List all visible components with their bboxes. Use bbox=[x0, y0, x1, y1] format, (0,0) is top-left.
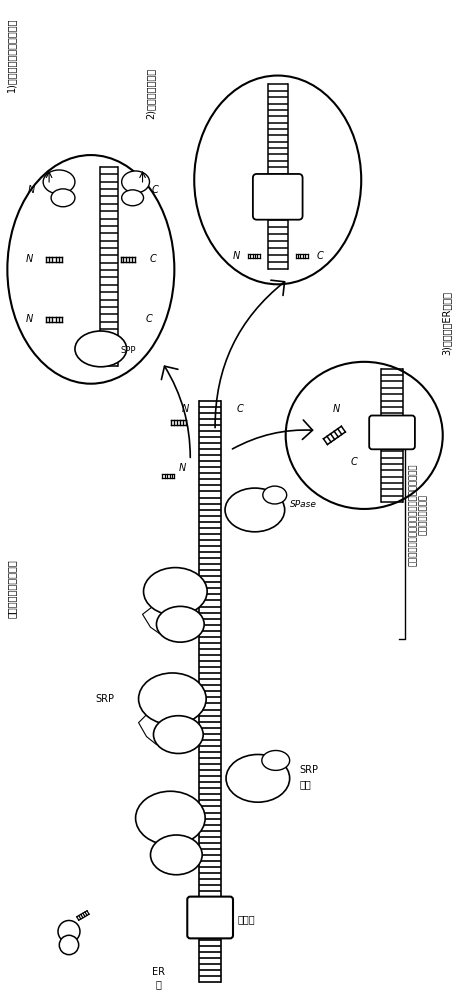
Text: 2)膜插入的信号肽: 2)膜插入的信号肽 bbox=[145, 68, 156, 119]
Text: C: C bbox=[149, 254, 156, 264]
Text: N: N bbox=[27, 185, 35, 195]
Ellipse shape bbox=[122, 190, 144, 206]
Text: 信号序列以定性和定量的方式影响蛋白定向，: 信号序列以定性和定量的方式影响蛋白定向， bbox=[409, 464, 418, 566]
Text: C: C bbox=[237, 404, 243, 414]
Ellipse shape bbox=[144, 568, 207, 615]
Ellipse shape bbox=[7, 155, 174, 384]
Ellipse shape bbox=[263, 486, 287, 504]
FancyBboxPatch shape bbox=[187, 897, 233, 938]
Text: ER: ER bbox=[152, 967, 165, 977]
FancyBboxPatch shape bbox=[253, 174, 302, 220]
Text: 膜: 膜 bbox=[156, 979, 161, 989]
Circle shape bbox=[59, 935, 79, 955]
Ellipse shape bbox=[138, 673, 206, 725]
Text: SRP: SRP bbox=[300, 765, 319, 775]
Text: SPP: SPP bbox=[121, 346, 136, 355]
Ellipse shape bbox=[157, 606, 204, 642]
Text: N: N bbox=[26, 314, 33, 324]
Ellipse shape bbox=[43, 170, 75, 194]
Text: C: C bbox=[316, 251, 323, 261]
Text: N: N bbox=[333, 404, 340, 414]
Text: N: N bbox=[233, 251, 240, 261]
Ellipse shape bbox=[136, 791, 205, 845]
Ellipse shape bbox=[194, 76, 361, 284]
Text: 插入和它们的切割: 插入和它们的切割 bbox=[419, 494, 428, 535]
Ellipse shape bbox=[75, 331, 127, 367]
Circle shape bbox=[58, 920, 80, 942]
Ellipse shape bbox=[153, 716, 203, 753]
Ellipse shape bbox=[151, 835, 202, 875]
Text: C: C bbox=[152, 185, 159, 195]
Text: SRP: SRP bbox=[96, 694, 115, 704]
Text: 易位子: 易位子 bbox=[238, 914, 255, 924]
Ellipse shape bbox=[225, 488, 285, 532]
Text: N: N bbox=[182, 404, 189, 414]
Text: C: C bbox=[145, 314, 152, 324]
Text: C: C bbox=[351, 457, 357, 467]
Ellipse shape bbox=[226, 754, 290, 802]
Text: 带有新生蛋白的核糖体: 带有新生蛋白的核糖体 bbox=[7, 560, 16, 618]
Text: 受体: 受体 bbox=[300, 779, 311, 789]
Ellipse shape bbox=[262, 750, 290, 770]
FancyBboxPatch shape bbox=[369, 416, 415, 449]
Ellipse shape bbox=[122, 171, 150, 193]
Ellipse shape bbox=[51, 189, 75, 207]
Text: SPase: SPase bbox=[290, 500, 316, 509]
Text: 3)信号肽从ER膜释放: 3)信号肽从ER膜释放 bbox=[442, 291, 452, 355]
Text: N: N bbox=[26, 254, 33, 264]
Ellipse shape bbox=[286, 362, 443, 509]
Text: N: N bbox=[178, 463, 186, 473]
Text: 1)通过信号肽酶处理信号肽: 1)通过信号肽酶处理信号肽 bbox=[7, 18, 16, 92]
